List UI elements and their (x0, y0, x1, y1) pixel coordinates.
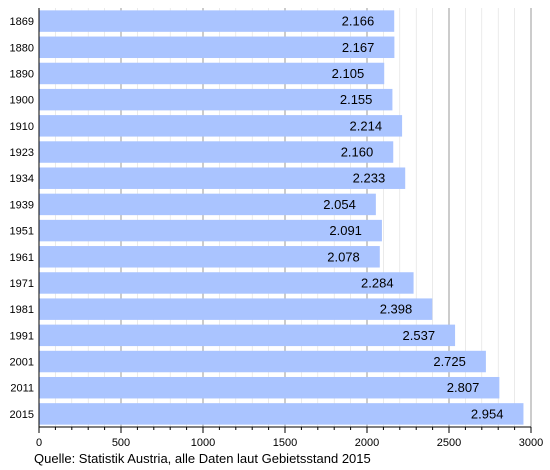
bar-1880 (39, 36, 395, 59)
bar-1910 (39, 115, 403, 137)
data-label-2001: 2.725 (433, 354, 466, 369)
bar-1890 (39, 62, 385, 85)
data-label-1880: 2.167 (342, 40, 375, 55)
data-label-1991: 2.537 (403, 328, 436, 343)
category-label-1939: 1939 (10, 199, 34, 211)
x-tick-label-2000: 2000 (355, 437, 379, 449)
data-label-1910: 2.214 (350, 118, 383, 133)
data-label-1869: 2.166 (342, 14, 375, 29)
bar-2001 (39, 350, 486, 373)
bar-chart: 2.166 1869 2.167 1880 2.105 1890 2.155 1900 2.21… (10, 8, 543, 449)
category-label-2001: 2001 (10, 357, 34, 369)
category-label-2011: 2011 (10, 383, 34, 395)
category-label-1900: 1900 (10, 95, 34, 107)
data-label-1934: 2.233 (353, 171, 386, 186)
bar-1923 (39, 141, 394, 163)
category-label-2015: 2015 (10, 409, 34, 421)
category-label-1981: 1981 (10, 304, 34, 316)
category-label-1971: 1971 (10, 278, 34, 290)
data-label-1900: 2.155 (340, 92, 373, 107)
bar-1934 (39, 167, 406, 189)
data-label-2011: 2.807 (447, 380, 480, 395)
bar-1939 (39, 193, 376, 216)
bar-1971 (39, 272, 414, 294)
x-tick-label-1500: 1500 (273, 437, 297, 449)
x-tick-label-2500: 2500 (437, 437, 461, 449)
data-label-1971: 2.284 (361, 275, 394, 290)
data-label-1939: 2.054 (323, 197, 356, 212)
data-label-1923: 2.160 (341, 145, 374, 160)
category-label-1961: 1961 (10, 252, 34, 264)
data-label-1890: 2.105 (332, 66, 365, 81)
x-tick-label-3000: 3000 (519, 437, 543, 449)
category-label-1934: 1934 (10, 173, 34, 185)
bar-1961 (39, 246, 380, 268)
category-label-1869: 1869 (10, 16, 34, 28)
x-tick-label-0: 0 (36, 437, 42, 449)
category-label-1991: 1991 (10, 330, 34, 342)
data-label-1981: 2.398 (380, 302, 413, 317)
category-label-1951: 1951 (10, 226, 34, 238)
data-label-2015: 2.954 (471, 406, 504, 421)
bar-2011 (39, 376, 500, 399)
source-note: Quelle: Statistik Austria, alle Daten la… (34, 451, 371, 466)
bar-1991 (39, 324, 456, 347)
data-label-1951: 2.091 (329, 223, 362, 238)
category-label-1880: 1880 (10, 42, 34, 54)
bar-1981 (39, 298, 433, 320)
category-label-1923: 1923 (10, 147, 34, 159)
category-label-1910: 1910 (10, 121, 34, 133)
bar-1900 (39, 88, 393, 111)
data-label-1961: 2.078 (327, 249, 360, 264)
bar-1951 (39, 219, 382, 242)
bar-1869 (39, 10, 395, 32)
x-tick-label-500: 500 (112, 437, 130, 449)
bar-2015 (39, 403, 524, 425)
category-label-1890: 1890 (10, 68, 34, 80)
x-tick-label-1000: 1000 (191, 437, 215, 449)
